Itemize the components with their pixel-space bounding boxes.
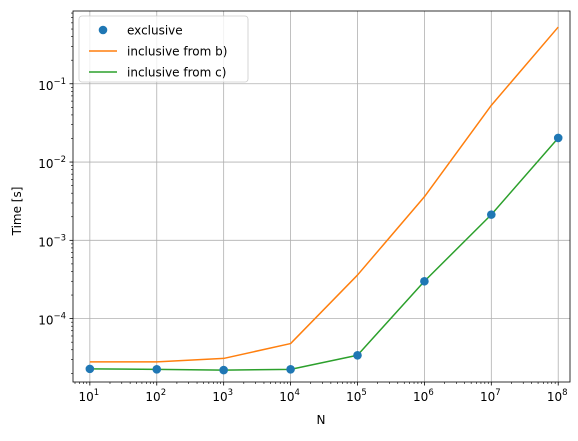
x-tick-label-7-base: 10 [547,390,562,404]
x-tick-label-6-exponent: 7 [495,388,500,398]
legend-label-2: inclusive from c) [127,66,226,80]
series-1-line [89,26,559,363]
series-0-point-5 [420,276,429,286]
y-tick-label-3-exponent: −1 [53,77,66,87]
legend-label-1: inclusive from b) [127,45,227,59]
x-tick-label-0: 101 [78,388,99,404]
x-tick-label-4-exponent: 5 [361,388,366,398]
y-tick-label-2: 10−2 [38,155,66,171]
series-0-point-3 [286,365,295,374]
x-tick-label-2-exponent: 3 [228,388,233,398]
plot-frame [72,10,571,383]
y-tick-label-0-base: 10 [38,314,53,328]
y-tick-label-1-exponent: −3 [53,233,66,243]
series-2-line [89,137,559,371]
y-tick-label-1: 10−3 [38,233,66,249]
x-tick-label-1-exponent: 2 [161,388,166,398]
x-tick-label-1: 102 [145,388,166,404]
x-tick-label-3-exponent: 4 [295,388,300,398]
legend-label-0: exclusive [127,24,183,38]
legend: exclusive inclusive from b) inclusive from… [78,15,249,83]
y-tick-label-3: 10−1 [38,77,66,93]
legend-box [78,15,249,83]
x-tick-label-0-exponent: 1 [94,388,99,398]
x-tick-label-6: 107 [480,388,501,404]
x-tick-label-4: 105 [346,388,367,404]
x-tick-label-4-base: 10 [346,390,361,404]
x-tick-label-5-base: 10 [413,390,428,404]
x-tick-label-7-exponent: 8 [562,388,567,398]
x-tick-label-7: 108 [547,388,568,404]
x-tick-label-3-base: 10 [279,390,294,404]
y-tick-label-1-base: 10 [38,235,53,249]
x-tick-label-3: 104 [279,388,300,404]
x-tick-label-2-base: 10 [212,390,227,404]
series-layer [85,26,563,375]
x-tick-label-0-base: 10 [78,390,93,404]
x-tick-label-5-exponent: 6 [428,388,433,398]
y-tick-label-0: 10−4 [38,312,66,328]
y-tick-label-3-base: 10 [38,79,53,93]
y-tick-label-2-exponent: −2 [53,155,66,165]
x-axis-label: N [317,413,326,427]
x-tick-label-2: 103 [212,388,233,404]
x-tick-label-1-base: 10 [145,390,160,404]
x-tick-label-6-base: 10 [480,390,495,404]
series-0-point-7 [553,133,563,143]
series-0-point-1 [152,365,162,374]
series-0-point-6 [487,210,496,219]
y-tick-label-2-base: 10 [38,157,53,171]
y-tick-label-0-exponent: −4 [53,312,66,322]
series-0-point-4 [353,350,362,360]
x-tick-label-5: 106 [413,388,434,404]
legend-marker-0 [98,25,108,35]
series-0-point-2 [219,365,228,375]
series-0-point-0 [85,364,95,374]
y-axis-label: Time [s] [10,187,24,237]
